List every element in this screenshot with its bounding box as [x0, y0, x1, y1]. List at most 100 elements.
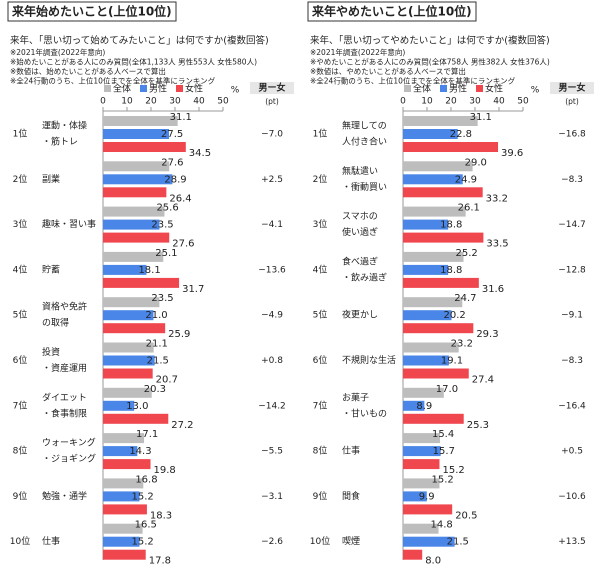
- value-label: 27.2: [171, 420, 193, 431]
- value-label: 21.5: [147, 356, 169, 367]
- legend-label: 全体: [413, 83, 431, 95]
- value-label: 25.1: [155, 248, 177, 259]
- bar: [403, 310, 452, 321]
- subtitle: 来年、「思い切って始めてみたいこと」は何ですか(複数回答): [10, 35, 269, 47]
- note: ※始めたいことがある人にのみ質問(全体1,133人 男性553人 女性580人): [10, 57, 257, 67]
- bar: [103, 433, 145, 444]
- bar: [103, 297, 160, 308]
- bar: [103, 413, 169, 424]
- bar: [103, 446, 138, 457]
- category-label: ・資産運用: [42, 362, 87, 374]
- bar: [103, 523, 143, 534]
- note: ※2021年調査(2022年意向): [310, 47, 405, 57]
- value-label: 15.4: [432, 429, 454, 440]
- value-label: 13.0: [126, 401, 148, 412]
- rank: 4位: [13, 263, 28, 275]
- diff-label: −2.6: [261, 537, 283, 547]
- value-label: 16.8: [135, 474, 157, 485]
- value-label: 23.5: [151, 220, 173, 231]
- category-label: の取得: [42, 317, 69, 329]
- legend-label: 男性: [449, 83, 467, 95]
- value-label: 29.3: [476, 329, 498, 340]
- value-label: 25.3: [467, 420, 489, 431]
- diff-unit: (pt): [565, 97, 579, 106]
- category-label: 運動・体操: [42, 120, 87, 132]
- rank: 3位: [313, 218, 328, 230]
- bar: [403, 342, 459, 353]
- x-tick-label: 40: [193, 97, 205, 107]
- value-label: 31.6: [482, 284, 504, 295]
- bar: [403, 129, 458, 139]
- bar: [103, 387, 152, 398]
- bar: [103, 161, 170, 172]
- value-label: 24.9: [455, 174, 477, 185]
- bar: [103, 129, 169, 139]
- bar: [403, 523, 439, 534]
- rank: 1位: [13, 128, 28, 140]
- value-label: 15.2: [131, 537, 153, 548]
- rank: 8位: [313, 445, 328, 457]
- bar: [403, 459, 440, 470]
- bar: [403, 368, 469, 379]
- value-label: 14.3: [129, 446, 151, 457]
- title-box: [307, 1, 477, 22]
- category-label: 不規則な生活: [342, 354, 396, 366]
- x-tick-label: 0: [100, 97, 106, 107]
- bar: [403, 355, 449, 366]
- diff-header-bg: [250, 82, 294, 94]
- value-label: 31.1: [470, 112, 492, 123]
- rank: 4位: [313, 263, 328, 275]
- value-label: 20.3: [144, 384, 166, 395]
- category-label: ・食事制限: [42, 407, 87, 419]
- value-label: 39.6: [501, 148, 523, 159]
- bar: [403, 174, 463, 185]
- legend-swatch: [440, 85, 447, 92]
- bar: [403, 478, 440, 489]
- bar: [103, 504, 147, 515]
- category-label: 使い過ぎ: [342, 226, 378, 238]
- rank: 9位: [13, 490, 28, 502]
- diff-header: 男ー女: [258, 82, 285, 94]
- bar: [103, 264, 147, 275]
- rank: 7位: [13, 399, 28, 411]
- legend-swatch: [404, 85, 411, 92]
- note: ※2021年調査(2022年意向): [10, 47, 105, 57]
- value-label: 31.7: [182, 284, 204, 295]
- value-label: 15.2: [431, 474, 453, 485]
- bar: [403, 400, 425, 411]
- category-label: 勉強・通学: [42, 490, 87, 502]
- rank: 5位: [313, 309, 328, 321]
- bar: [403, 433, 440, 444]
- value-label: 25.9: [168, 329, 190, 340]
- diff-label: −4.9: [261, 311, 283, 321]
- value-label: 34.5: [189, 148, 211, 159]
- bar: [403, 413, 464, 424]
- diff-header-bg: [550, 82, 594, 94]
- bar: [103, 174, 173, 185]
- category-label: 貯蓄: [42, 263, 60, 275]
- legend-label: 全体: [113, 83, 131, 95]
- value-label: 28.9: [164, 174, 186, 185]
- x-tick-label: 0: [400, 97, 406, 107]
- category-label: スマホの: [342, 211, 378, 222]
- bar: [403, 549, 423, 560]
- rank: 2位: [13, 173, 28, 185]
- category-label: 投資: [42, 346, 60, 358]
- value-label: 19.8: [154, 465, 176, 476]
- bar: [403, 232, 484, 243]
- x-tick-label: 20: [145, 97, 157, 107]
- value-label: 27.6: [172, 239, 194, 250]
- value-label: 17.0: [436, 384, 458, 395]
- bar: [103, 342, 154, 353]
- rank: 8位: [13, 445, 28, 457]
- value-label: 8.9: [416, 401, 432, 412]
- legend-label: 女性: [485, 83, 503, 95]
- note: ※数値は、始めたいことがある人ベースで算出: [10, 66, 166, 76]
- bar: [103, 491, 140, 502]
- chart-title: 来年やめたいこと(上位10位): [311, 4, 472, 19]
- value-label: 9.9: [419, 491, 435, 502]
- x-tick-label: 20: [445, 97, 457, 107]
- diff-label: +0.8: [261, 356, 283, 366]
- value-label: 21.5: [447, 537, 469, 548]
